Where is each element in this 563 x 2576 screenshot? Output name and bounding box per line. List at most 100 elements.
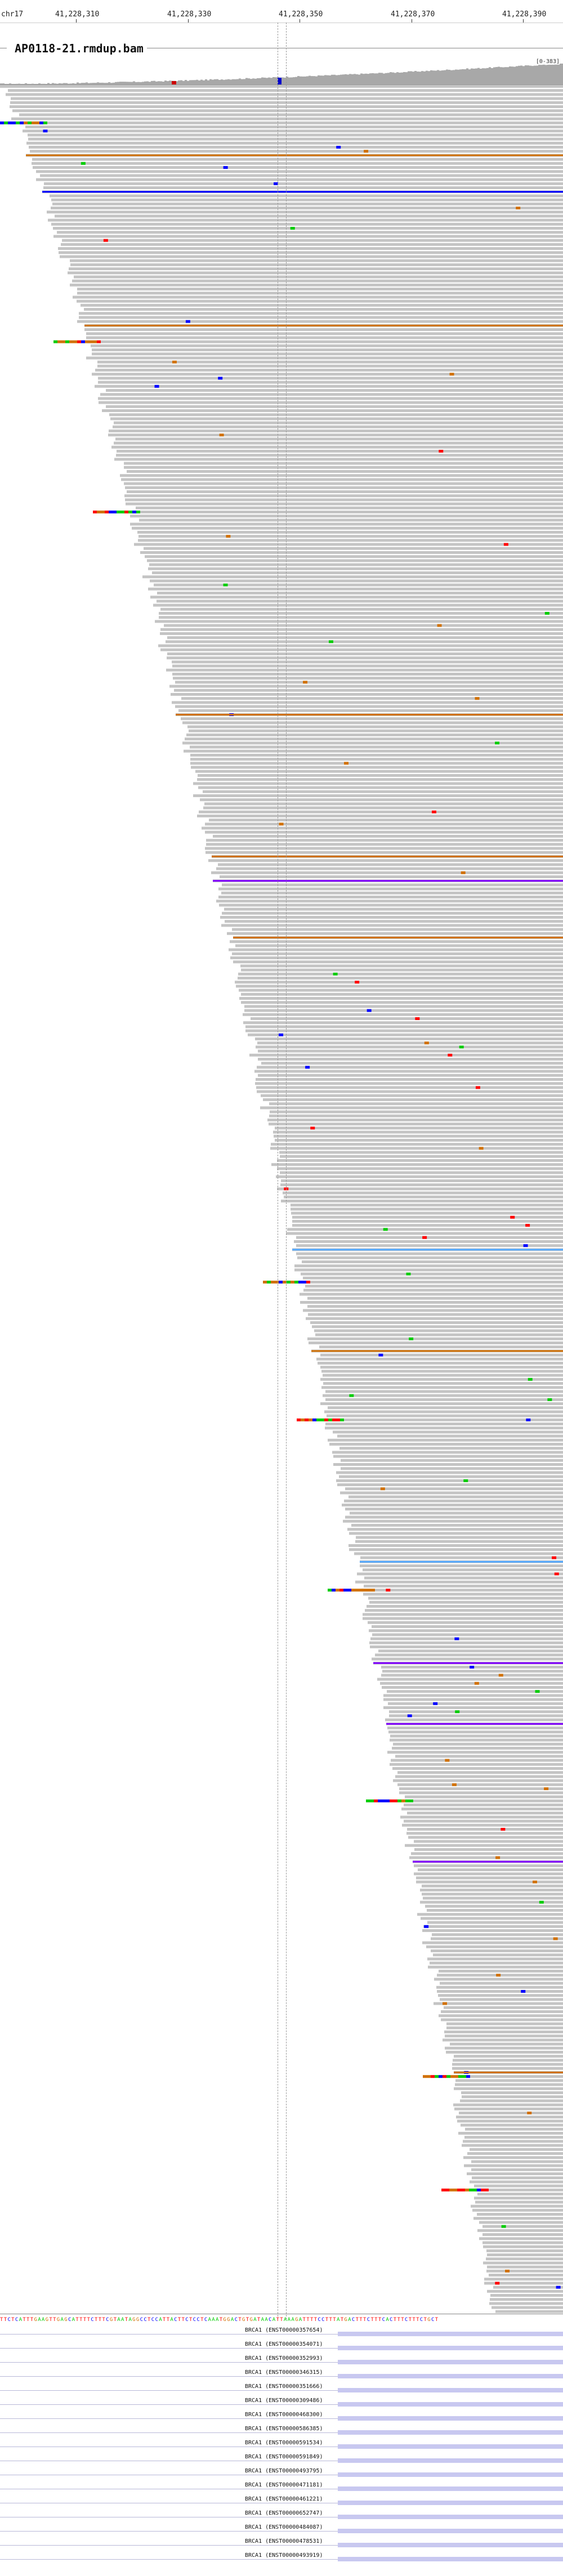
read-highlight [42, 191, 563, 193]
reference-base: T [401, 2317, 405, 2323]
mismatch-base [523, 1244, 528, 1247]
transcript-feature-row[interactable]: BRCA1 (ENST00000493919) [0, 2552, 563, 2566]
coverage-bar [525, 65, 527, 84]
coverage-bar [126, 82, 128, 84]
reference-base: T [302, 2317, 307, 2323]
aligned-read [333, 1455, 563, 1458]
aligned-read [426, 1945, 563, 1948]
aligned-read [364, 1576, 563, 1580]
aligned-read [98, 381, 563, 384]
aligned-read [307, 1337, 563, 1340]
transcript-feature-row[interactable]: BRCA1 (ENST00000468300) [0, 2412, 563, 2425]
aligned-read [19, 113, 563, 117]
reference-base: C [351, 2317, 356, 2323]
coverage-bar [212, 79, 214, 84]
soft-clip-base [469, 2188, 473, 2192]
soft-clip-base [320, 1418, 324, 1421]
read-alignment-canvas[interactable] [0, 84, 563, 2314]
aligned-read [53, 227, 563, 230]
aligned-read [150, 579, 563, 583]
aligned-read [462, 2144, 563, 2147]
aligned-read [50, 194, 563, 198]
coverage-bar [122, 82, 124, 84]
intron-line [0, 2531, 563, 2532]
coverage-bar [534, 65, 536, 84]
soft-clip-base [298, 1281, 302, 1283]
aligned-read [269, 1114, 563, 1117]
aligned-read [490, 2294, 563, 2297]
transcript-feature-row[interactable]: BRCA1 (ENST00000351666) [0, 2383, 563, 2397]
reference-base: C [193, 2317, 197, 2323]
soft-clip-base [340, 1418, 344, 1421]
coverage-bar [453, 70, 455, 84]
aligned-read [315, 1333, 563, 1336]
aligned-read [175, 705, 563, 708]
reference-base: T [23, 2317, 27, 2323]
transcript-feature-row[interactable]: BRCA1 (ENST00000484087) [0, 2524, 563, 2538]
track-title[interactable]: AP0118-21.rmdup.bam [11, 42, 147, 55]
transcript-feature-row[interactable]: BRCA1 (ENST00000493795) [0, 2468, 563, 2481]
transcript-feature-row[interactable]: BRCA1 (ENST00000652747) [0, 2510, 563, 2524]
transcript-feature-row[interactable]: BRCA1 (ENST00000346315) [0, 2369, 563, 2383]
aligned-read [363, 1568, 563, 1572]
aligned-read [323, 1382, 563, 1385]
mismatch-base [364, 150, 369, 153]
aligned-read [140, 551, 563, 554]
aligned-read [381, 1674, 563, 1677]
aligned-read [205, 847, 563, 850]
aligned-read [390, 1734, 563, 1738]
mismatch-base [445, 1759, 450, 1762]
position-ruler: chr17 41,228,310 41,228,330 41,228,350 4… [0, 0, 563, 23]
coverage-bar [286, 77, 288, 84]
aligned-read [255, 1037, 563, 1040]
aligned-read [472, 2176, 563, 2180]
transcript-feature-row[interactable]: BRCA1 (ENST00000357654) [0, 2327, 563, 2341]
read-highlight [26, 154, 563, 156]
reference-base: G [227, 2317, 231, 2323]
coverage-track[interactable]: [0-383] [0, 56, 563, 85]
reference-base: A [272, 2317, 276, 2323]
reference-base: T [423, 2317, 428, 2323]
aligned-read [452, 2063, 563, 2066]
exon-block [338, 2430, 563, 2435]
reference-base: C [68, 2317, 72, 2323]
aligned-read [232, 952, 563, 955]
transcript-feature-row[interactable]: BRCA1 (ENST00000591849) [0, 2454, 563, 2467]
aligned-read [393, 1779, 563, 1782]
coverage-bar [196, 79, 198, 84]
aligned-read [130, 515, 563, 518]
aligned-read [300, 1301, 563, 1304]
aligned-read [292, 1220, 563, 1223]
transcript-feature-row[interactable]: BRCA1 (ENST00000461221) [0, 2496, 563, 2510]
coverage-bar [72, 83, 74, 84]
coverage-bar [444, 70, 446, 84]
aligned-read [425, 1904, 563, 1908]
transcript-feature-row[interactable]: BRCA1 (ENST00000586385) [0, 2426, 563, 2439]
soft-clip-base [423, 2075, 427, 2078]
aligned-read [97, 364, 563, 368]
coverage-bar [363, 74, 365, 84]
transcript-feature-row[interactable]: BRCA1 (ENST00000352993) [0, 2355, 563, 2369]
soft-clip-base [291, 1281, 294, 1283]
aligned-read [232, 928, 563, 931]
transcript-feature-row[interactable]: BRCA1 (ENST00000591534) [0, 2440, 563, 2453]
transcript-feature-row[interactable]: BRCA1 (ENST00000309486) [0, 2398, 563, 2411]
read-alignment-pileup[interactable] [0, 84, 563, 2314]
transcript-feature-row[interactable]: BRCA1 (ENST00000354071) [0, 2341, 563, 2355]
coverage-bar [241, 79, 243, 84]
aligned-read [44, 182, 563, 185]
soft-clip-base [332, 1589, 336, 1592]
aligned-read [51, 207, 563, 209]
reference-base: C [204, 2317, 208, 2323]
aligned-read [280, 1183, 563, 1187]
transcript-feature-row[interactable]: BRCA1 (ENST00000471181) [0, 2482, 563, 2496]
aligned-read [92, 348, 563, 351]
aligned-read [145, 555, 563, 558]
coverage-bar [547, 64, 549, 84]
transcript-feature-row[interactable]: BRCA1 (ENST00000478531) [0, 2538, 563, 2552]
gene-annotation-track[interactable]: BRCA1 (ENST00000357654) BRCA1 (ENST000003… [0, 2327, 563, 2575]
aligned-read [404, 1819, 563, 1823]
coverage-histogram [0, 63, 563, 84]
mismatch-base [470, 1666, 475, 1669]
coverage-bar [167, 81, 169, 84]
